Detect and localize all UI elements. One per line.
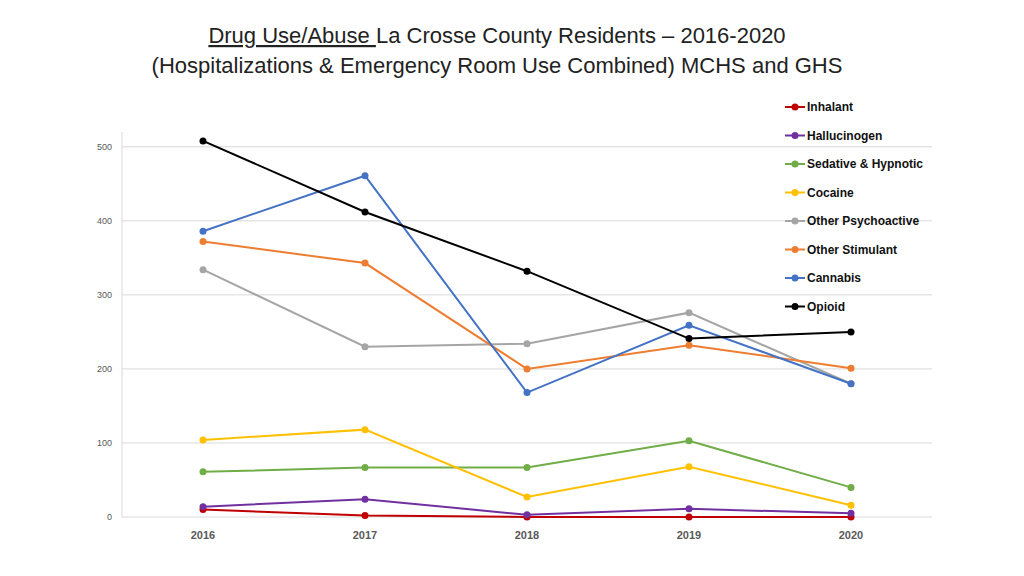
series-marker — [848, 380, 855, 387]
series-marker — [686, 342, 693, 349]
series-line — [203, 430, 851, 506]
legend-marker — [792, 132, 799, 139]
x-tick-label: 2018 — [515, 529, 539, 541]
series-marker — [200, 238, 207, 245]
series-marker — [686, 322, 693, 329]
title: Drug Use/Abuse La Crosse County Resident… — [208, 23, 785, 48]
legend-label: Other Stimulant — [807, 243, 897, 257]
series-marker — [848, 380, 855, 387]
series-marker — [200, 468, 207, 475]
series-marker — [848, 510, 855, 517]
legend-marker — [792, 303, 799, 310]
legend-marker — [792, 189, 799, 196]
series-line — [203, 141, 851, 339]
legend-label: Other Psychoactive — [807, 214, 919, 228]
series-marker — [848, 365, 855, 372]
legend-marker — [792, 104, 799, 111]
grid-line — [122, 294, 932, 295]
y-tick-label: 100 — [97, 438, 112, 448]
grid-line — [122, 442, 932, 443]
legend-label: Opioid — [807, 300, 845, 314]
legend-label: Inhalant — [807, 100, 853, 114]
series-marker — [200, 137, 207, 144]
y-axis — [122, 132, 123, 517]
series-marker — [200, 503, 207, 510]
legend-label: Hallucinogen — [807, 129, 882, 143]
series-marker — [200, 266, 207, 273]
series-marker — [686, 437, 693, 444]
x-tick-label: 2020 — [839, 529, 863, 541]
series-marker — [362, 208, 369, 215]
subtitle: (Hospitalizations & Emergency Room Use C… — [152, 53, 843, 78]
series-marker — [848, 328, 855, 335]
series-marker — [200, 437, 207, 444]
grid-line — [122, 146, 932, 147]
series-marker — [686, 463, 693, 470]
legend-marker — [792, 246, 799, 253]
series-marker — [362, 464, 369, 471]
legend: Inhalant Hallucinogen Sedative & Hypnotic C… — [785, 100, 923, 314]
plot-area — [200, 137, 855, 520]
y-tick-label: 500 — [97, 142, 112, 152]
legend-label: Cannabis — [807, 271, 861, 285]
series-marker — [524, 464, 531, 471]
series-marker — [200, 228, 207, 235]
series-marker — [524, 365, 531, 372]
series-marker — [686, 514, 693, 521]
series-line — [203, 270, 851, 384]
series-marker — [362, 512, 369, 519]
legend-marker — [792, 275, 799, 282]
series-marker — [848, 484, 855, 491]
legend-marker — [792, 161, 799, 168]
series-marker — [362, 260, 369, 267]
series-marker — [362, 172, 369, 179]
series-marker — [524, 340, 531, 347]
legend-marker — [792, 218, 799, 225]
x-tick-label: 2019 — [677, 529, 701, 541]
series-line — [203, 441, 851, 488]
y-tick-label: 400 — [97, 216, 112, 226]
series-line — [203, 176, 851, 393]
series-line — [203, 242, 851, 369]
series-marker — [524, 268, 531, 275]
series-marker — [686, 309, 693, 316]
y-tick-label: 0 — [107, 512, 112, 522]
series-marker — [362, 496, 369, 503]
chart: Drug Use/Abuse La Crosse County Resident… — [0, 0, 1024, 576]
x-tick-label: 2016 — [191, 529, 215, 541]
series-marker — [362, 343, 369, 350]
y-tick-label: 200 — [97, 364, 112, 374]
series-marker — [362, 426, 369, 433]
series-marker — [524, 389, 531, 396]
series-marker — [524, 511, 531, 518]
x-tick-label: 2017 — [353, 529, 377, 541]
y-tick-label: 300 — [97, 290, 112, 300]
series-marker — [686, 505, 693, 512]
series-marker — [686, 335, 693, 342]
legend-label: Sedative & Hypnotic — [807, 157, 923, 171]
legend-label: Cocaine — [807, 186, 854, 200]
series-marker — [524, 494, 531, 501]
series-marker — [848, 502, 855, 509]
